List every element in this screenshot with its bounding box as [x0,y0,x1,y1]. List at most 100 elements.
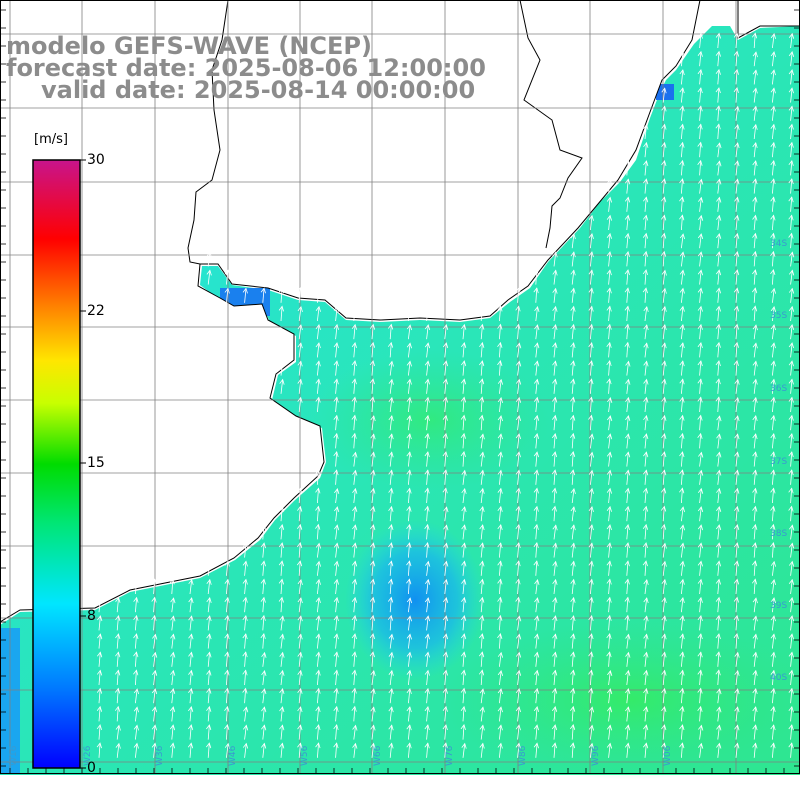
model-title: modelo GEFS-WAVE (NCEP) [6,32,372,60]
wind-arrow [607,415,613,431]
wind-arrow [697,560,703,576]
wind-arrow [534,360,540,376]
wind-arrow [551,451,558,467]
wind-arrow [406,633,412,649]
wind-arrow [370,451,376,467]
wind-arrow [734,232,740,249]
wind-arrow [679,669,685,686]
wind-arrow [770,451,776,467]
wind-arrow [151,688,158,704]
wind-arrow [334,488,340,504]
wind-arrow [661,305,667,322]
wind-arrow [388,396,394,413]
wind-arrow [406,433,412,449]
wind-arrow [333,615,339,631]
wind-arrow [297,633,303,649]
longitude-label: W76 [445,745,455,766]
wind-arrow [515,305,521,322]
wind-arrow [697,633,703,649]
wind-arrow [716,178,722,194]
wind-arrow [370,469,376,485]
wind-arrow [260,560,266,576]
wind-arrow [588,469,594,485]
latitude-label: 38S [770,529,787,539]
wind-arrow [460,705,466,722]
wind-arrow [697,32,703,49]
wind-arrow [770,706,776,722]
latitude-label: 34S [770,239,787,249]
wind-arrow [97,651,103,667]
wind-arrow [533,269,539,285]
wind-arrow [533,542,539,558]
wind-arrow [370,505,376,522]
wind-arrow [297,505,303,522]
wind-arrow [533,396,540,413]
wind-arrow [770,269,776,285]
wind-arrow [333,724,339,740]
wind-arrow [734,505,740,522]
wind-arrow [333,669,339,686]
wind-arrow [770,342,776,358]
wind-arrow [679,414,685,431]
wind-arrow [697,687,703,704]
wind-arrow [242,614,248,631]
wind-arrow [333,560,340,576]
wind-arrow [697,542,704,558]
wind-arrow [570,396,576,413]
wind-arrow [443,524,449,540]
wind-arrow [752,433,758,449]
wind-arrow [679,396,685,413]
wind-arrow [551,687,558,704]
wind-arrow [788,560,795,576]
wind-arrow [461,524,467,540]
wind-arrow [606,633,612,649]
wind-arrow [479,688,485,704]
wind-arrow [588,233,594,249]
wind-arrow [479,469,485,485]
wind-arrow [661,287,667,303]
wind-arrow [260,633,266,649]
wind-arrow [369,378,375,394]
wind-arrow [443,560,449,576]
wind-arrow [752,324,758,340]
wind-arrow [752,469,758,485]
wind-arrow [315,669,321,686]
wind-arrow [752,742,758,758]
wind-arrow [442,633,449,649]
wind-arrow [424,505,430,522]
wind-arrow [479,305,485,322]
wind-arrow [752,687,758,704]
wind-arrow [697,669,703,686]
wind-arrow [497,651,504,667]
wind-arrow [115,742,121,758]
wind-arrow [442,724,448,740]
wind-arrow [624,178,631,194]
wind-arrow [570,233,576,249]
wind-arrow [333,742,339,758]
wind-arrow [789,251,795,267]
wind-arrow [679,87,685,103]
wind-arrow [697,524,704,540]
wind-arrow [588,323,594,340]
wind-arrow [278,578,284,595]
wind-arrow [661,633,667,649]
wind-arrow [624,742,631,758]
wind-arrow [606,451,613,467]
wind-arrow [315,305,321,322]
wind-arrow [188,651,194,667]
wind-arrow [715,633,721,649]
wind-arrow [624,305,630,322]
wind-arrow [388,469,394,485]
wind-arrow [679,633,685,649]
wind-arrow [588,687,594,704]
wind-arrow [624,578,630,595]
wind-arrow [333,432,339,449]
wind-arrow [333,323,339,340]
wind-arrow [442,378,449,394]
wind-arrow [679,69,685,85]
wind-arrow [770,324,776,340]
wind-arrow [788,724,794,740]
wind-arrow [442,451,448,467]
wind-arrow [534,578,540,595]
wind-arrow [515,451,521,467]
